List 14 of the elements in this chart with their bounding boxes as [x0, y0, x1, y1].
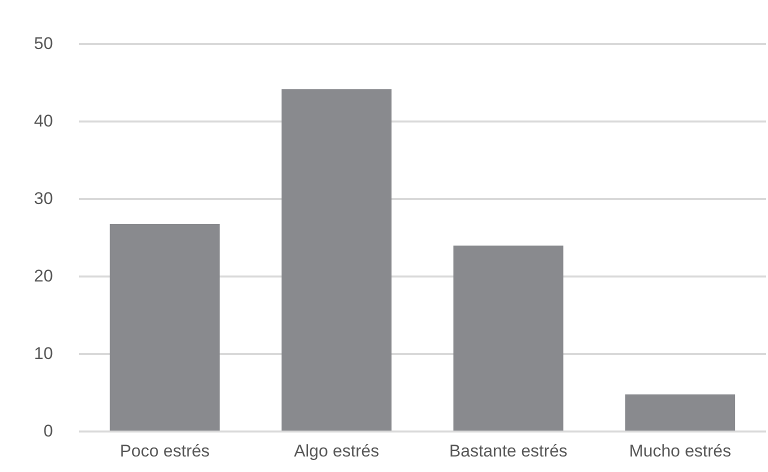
y-tick-label: 0: [43, 421, 53, 440]
y-tick-label: 30: [34, 188, 53, 208]
x-tick-label: Mucho estrés: [629, 441, 732, 460]
y-tick-label: 50: [34, 34, 53, 53]
bar: [625, 394, 736, 431]
bar: [282, 89, 392, 431]
x-tick-label: Algo estrés: [294, 441, 380, 460]
y-tick-label: 20: [34, 266, 53, 286]
bar: [453, 246, 564, 431]
y-tick-label: 40: [34, 111, 53, 130]
y-tick-label: 10: [34, 344, 53, 363]
x-tick-label: Bastante estrés: [449, 441, 568, 460]
x-tick-label: Poco estrés: [120, 441, 210, 460]
bar: [110, 224, 220, 431]
